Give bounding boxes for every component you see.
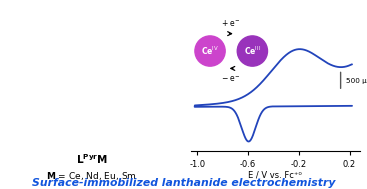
X-axis label: E / V vs. Fc⁺⁰: E / V vs. Fc⁺⁰ (248, 171, 302, 180)
Text: $-$ e$^{-}$: $-$ e$^{-}$ (221, 74, 241, 84)
Circle shape (237, 36, 268, 66)
Text: $\mathbf{L^{Pyr}M}$: $\mathbf{L^{Pyr}M}$ (76, 152, 108, 166)
Text: Ce$^{\mathsf{III}}$: Ce$^{\mathsf{III}}$ (244, 45, 261, 57)
Text: $\mathbf{M}$ = Ce, Nd, Eu, Sm: $\mathbf{M}$ = Ce, Nd, Eu, Sm (46, 170, 137, 182)
Circle shape (195, 36, 225, 66)
Text: + e$^{-}$: + e$^{-}$ (221, 18, 241, 28)
Text: 500 μA cm⁻²: 500 μA cm⁻² (346, 77, 367, 84)
Text: Ce$^{\mathsf{IV}}$: Ce$^{\mathsf{IV}}$ (201, 45, 219, 57)
Text: Surface-immobilized lanthanide electrochemistry: Surface-immobilized lanthanide electroch… (32, 178, 335, 188)
